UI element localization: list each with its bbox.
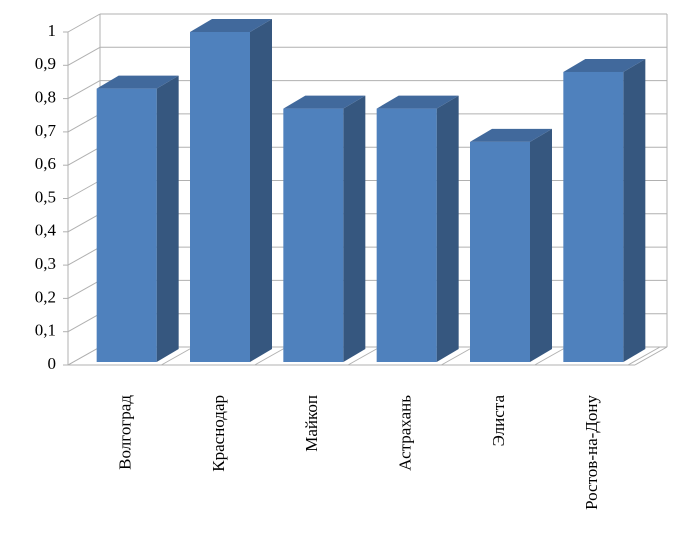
x-tick-label: Астрахань <box>396 395 415 471</box>
grid-line <box>67 46 101 66</box>
floor-divider <box>161 346 194 366</box>
bar <box>283 108 344 362</box>
x-tick-label: Волгоград <box>116 395 135 470</box>
bar-top <box>470 128 552 142</box>
bar-top <box>376 95 459 109</box>
bar <box>190 32 250 362</box>
bar-top <box>563 58 646 72</box>
grid-line <box>67 13 101 33</box>
floor-divider <box>441 346 474 366</box>
bar <box>470 141 530 362</box>
x-tick-label: Ростов-на-Дону <box>582 395 601 510</box>
floor-divider <box>347 346 381 366</box>
x-tick-label: Элиста <box>489 395 508 447</box>
floor-divider <box>627 346 661 366</box>
grid-line <box>67 213 101 233</box>
grid-line <box>67 146 101 166</box>
bar <box>563 71 624 363</box>
y-tick-label: 0,1 <box>35 321 56 340</box>
bar-top <box>96 75 179 89</box>
y-tick-label: 0,4 <box>35 221 57 240</box>
y-tick-label: 0,9 <box>35 54 56 73</box>
grid-line <box>67 346 101 366</box>
y-tick-label: 0,2 <box>35 287 56 306</box>
floor-divider <box>534 346 567 366</box>
y-tick-label: 0,3 <box>35 254 56 273</box>
floor-divider <box>254 346 287 366</box>
y-tick-label: 0,8 <box>35 88 56 107</box>
floor-edge <box>634 346 668 366</box>
bar-top <box>190 19 272 32</box>
y-tick-label: 0,6 <box>35 154 56 173</box>
x-tick-label: Майкоп <box>302 395 321 452</box>
grid-line <box>67 313 101 333</box>
bar <box>96 88 157 363</box>
grid-line <box>67 80 101 100</box>
y-tick-label: 0,5 <box>35 187 56 206</box>
bar-top <box>283 95 366 109</box>
bar-side <box>530 128 552 362</box>
bar-side <box>156 75 179 363</box>
bar-side <box>250 19 272 362</box>
grid-line <box>67 279 101 299</box>
y-tick-label: 0 <box>48 354 57 373</box>
grid-line <box>67 113 101 133</box>
x-tick-label: Краснодар <box>209 395 228 472</box>
y-tick-label: 0,7 <box>35 121 57 140</box>
grid-line <box>67 180 101 199</box>
bar <box>376 108 437 362</box>
bar-side <box>343 95 366 362</box>
bar-side <box>436 95 459 362</box>
grid-line <box>67 246 101 266</box>
bar-side <box>623 58 646 363</box>
y-tick-label: 1 <box>48 21 57 40</box>
